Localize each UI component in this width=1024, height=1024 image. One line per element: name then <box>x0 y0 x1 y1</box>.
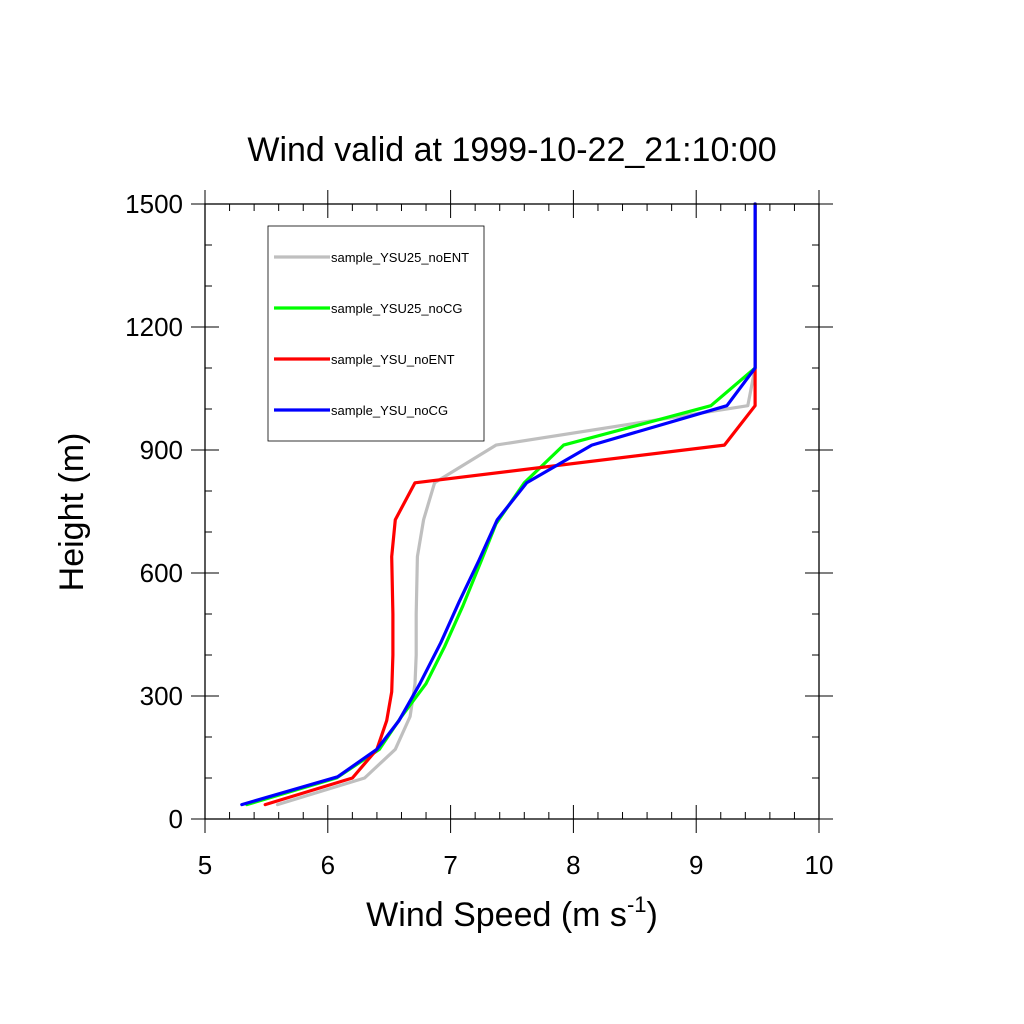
legend-label: sample_YSU_noCG <box>331 403 448 418</box>
y-tick-label: 900 <box>140 435 183 465</box>
y-tick-label: 0 <box>169 804 183 834</box>
legend-label: sample_YSU_noENT <box>331 352 455 367</box>
series-line-sample_YSU_noCG <box>240 202 757 807</box>
legend-box <box>267 225 485 442</box>
legend: sample_YSU25_noENT sample_YSU25_noCGsampl… <box>267 225 485 442</box>
x-tick-label: 5 <box>198 850 212 880</box>
x-axis-label-superscript: -1 <box>627 892 647 917</box>
legend-label: sample_YSU25_noENT <box>331 250 469 265</box>
x-axis-label-end: ) <box>647 896 658 934</box>
x-tick-label: 6 <box>321 850 335 880</box>
y-tick-labels: 0 300 600 900 1200 1500 <box>125 189 183 834</box>
x-tick-labels: 5 6 7 8 9 10 <box>198 850 834 880</box>
x-tick-label: 10 <box>805 850 834 880</box>
plot-series <box>240 202 757 807</box>
y-tick-label: 300 <box>140 681 183 711</box>
y-tick-label: 1500 <box>125 189 183 219</box>
legend-items: sample_YSU25_noENT sample_YSU25_noCGsampl… <box>274 250 469 418</box>
x-axis-label-main: Wind Speed (m s <box>366 896 627 934</box>
plot-frame <box>204 203 820 820</box>
x-tick-label: 7 <box>443 850 457 880</box>
y-axis-label: Height (m) <box>53 433 91 592</box>
x-axis-label: Wind Speed (m s-1) <box>366 892 658 934</box>
y-tick-label: 600 <box>140 558 183 588</box>
x-tick-label: 9 <box>689 850 703 880</box>
series-line-sample_YSU_noENT <box>263 202 757 807</box>
y-tick-label: 1200 <box>125 312 183 342</box>
series-line-sample_YSU25_noENT <box>275 202 757 807</box>
legend-label: sample_YSU25_noCG <box>331 301 463 316</box>
x-tick-label: 8 <box>566 850 580 880</box>
chart-title: Wind valid at 1999-10-22_21:10:00 <box>247 131 776 169</box>
